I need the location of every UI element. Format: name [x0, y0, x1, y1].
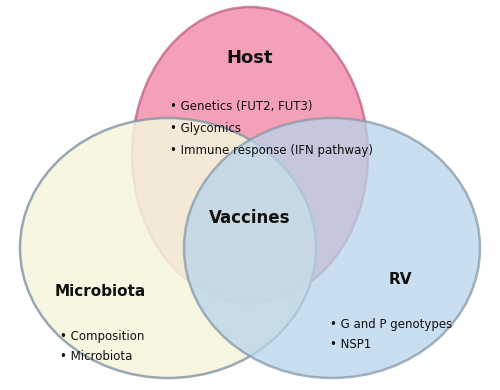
Ellipse shape [132, 7, 368, 303]
Text: • G and P genotypes: • G and P genotypes [330, 318, 452, 331]
Text: RV: RV [388, 273, 412, 287]
Text: • Glycomics: • Glycomics [170, 122, 241, 135]
Text: Vaccines: Vaccines [209, 209, 291, 227]
Text: Host: Host [227, 49, 273, 67]
Text: • Composition: • Composition [60, 330, 144, 343]
Text: • Microbiota: • Microbiota [60, 350, 132, 363]
Text: • Immune response (IFN pathway): • Immune response (IFN pathway) [170, 144, 373, 157]
Text: Microbiota: Microbiota [54, 284, 146, 300]
Ellipse shape [20, 118, 316, 378]
Text: • Genetics (FUT2, FUT3): • Genetics (FUT2, FUT3) [170, 100, 312, 113]
Ellipse shape [184, 118, 480, 378]
Text: • NSP1: • NSP1 [330, 338, 371, 351]
